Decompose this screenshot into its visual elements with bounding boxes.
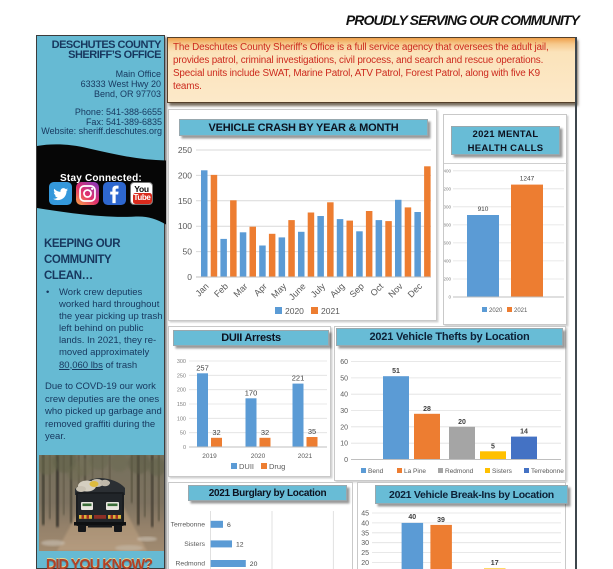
svg-text:40: 40 — [340, 392, 348, 399]
svg-text:Dec: Dec — [406, 281, 425, 300]
svg-text:0: 0 — [448, 295, 451, 300]
svg-text:150: 150 — [177, 402, 186, 408]
svg-text:Apr: Apr — [252, 281, 269, 298]
svg-text:July: July — [309, 281, 328, 300]
svg-text:32: 32 — [212, 428, 220, 437]
svg-text:32: 32 — [261, 428, 269, 437]
svg-text:0: 0 — [344, 457, 348, 464]
svg-text:20: 20 — [361, 560, 369, 567]
svg-text:Mar: Mar — [232, 281, 250, 299]
svg-text:200: 200 — [177, 388, 186, 394]
svg-text:5: 5 — [491, 443, 495, 450]
svg-text:17: 17 — [491, 560, 499, 567]
svg-text:50: 50 — [183, 247, 193, 257]
svg-text:12: 12 — [236, 541, 244, 548]
svg-text:51: 51 — [392, 368, 400, 375]
svg-text:20: 20 — [340, 424, 348, 431]
svg-text:10: 10 — [340, 441, 348, 448]
svg-text:2020: 2020 — [251, 453, 266, 460]
svg-text:Sep: Sep — [348, 281, 366, 299]
svg-text:DUII: DUII — [239, 462, 254, 471]
svg-text:2021: 2021 — [298, 453, 313, 460]
svg-text:Jan: Jan — [193, 281, 210, 298]
svg-text:Stay Connected:: Stay Connected: — [60, 173, 142, 184]
svg-text:221: 221 — [292, 374, 305, 383]
svg-text:Nov: Nov — [386, 281, 405, 300]
svg-text:1400: 1400 — [444, 168, 451, 173]
svg-text:Sisters: Sisters — [492, 468, 513, 475]
svg-text:Terrebonne: Terrebonne — [171, 521, 206, 528]
svg-text:1247: 1247 — [520, 176, 535, 183]
svg-text:50: 50 — [180, 431, 186, 437]
svg-text:30: 30 — [361, 540, 369, 547]
svg-text:600: 600 — [444, 240, 451, 245]
svg-text:1200: 1200 — [444, 186, 451, 191]
svg-text:200: 200 — [444, 277, 451, 282]
svg-text:25: 25 — [361, 550, 369, 557]
svg-text:800: 800 — [444, 222, 451, 227]
svg-text:2020: 2020 — [489, 308, 503, 314]
svg-text:150: 150 — [178, 196, 192, 206]
svg-text:2020: 2020 — [285, 306, 304, 316]
svg-text:40: 40 — [408, 514, 416, 521]
svg-text:Feb: Feb — [212, 281, 230, 299]
svg-text:Redmond: Redmond — [445, 468, 474, 475]
svg-text:250: 250 — [177, 373, 186, 379]
svg-text:Terrebonne: Terrebonne — [531, 468, 564, 475]
svg-text:Sisters: Sisters — [184, 541, 205, 548]
svg-text:60: 60 — [340, 359, 348, 366]
svg-text:170: 170 — [245, 388, 258, 397]
svg-text:200: 200 — [178, 170, 192, 180]
svg-text:257: 257 — [196, 363, 209, 372]
svg-text:300: 300 — [177, 359, 186, 365]
svg-text:20: 20 — [250, 561, 258, 568]
svg-text:June: June — [287, 281, 308, 302]
svg-text:30: 30 — [340, 408, 348, 415]
svg-text:Bend: Bend — [368, 468, 384, 475]
svg-text:0: 0 — [183, 445, 186, 451]
svg-text:6: 6 — [227, 522, 231, 529]
svg-text:2021: 2021 — [321, 306, 340, 316]
svg-text:39: 39 — [437, 517, 445, 524]
svg-text:100: 100 — [178, 221, 192, 231]
svg-text:2021: 2021 — [514, 308, 528, 314]
svg-text:45: 45 — [361, 511, 369, 518]
svg-text:40: 40 — [361, 520, 369, 527]
svg-text:1000: 1000 — [444, 204, 451, 209]
svg-text:Aug: Aug — [328, 281, 346, 299]
svg-text:14: 14 — [520, 429, 528, 436]
svg-text:400: 400 — [444, 258, 451, 263]
svg-text:Drug: Drug — [269, 462, 285, 471]
svg-text:35: 35 — [308, 427, 316, 436]
svg-text:2019: 2019 — [202, 453, 217, 460]
svg-text:28: 28 — [423, 406, 431, 413]
svg-text:La Pine: La Pine — [404, 468, 426, 475]
svg-text:50: 50 — [340, 375, 348, 382]
svg-text:910: 910 — [478, 206, 489, 213]
svg-text:Oct: Oct — [368, 281, 385, 298]
svg-text:20: 20 — [458, 419, 466, 426]
svg-text:May: May — [269, 281, 288, 300]
svg-text:250: 250 — [178, 145, 192, 155]
svg-text:35: 35 — [361, 530, 369, 537]
svg-text:Redmond: Redmond — [176, 561, 206, 568]
svg-text:100: 100 — [177, 416, 186, 422]
svg-text:0: 0 — [187, 272, 192, 282]
